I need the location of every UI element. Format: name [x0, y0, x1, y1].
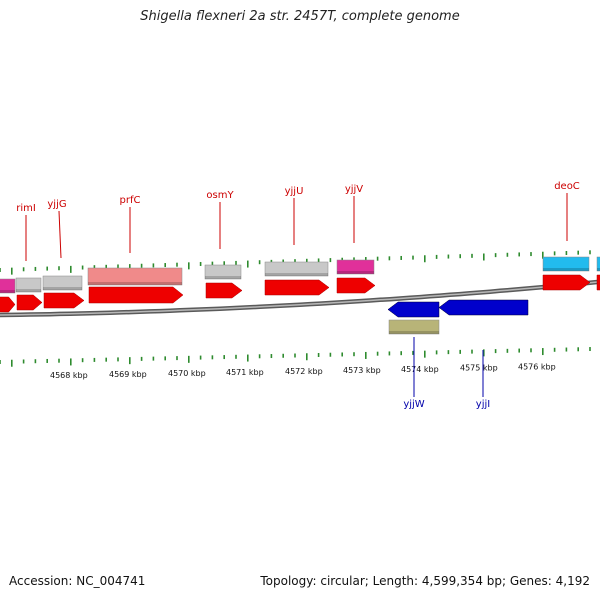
gene-label-yjjW: yjjW: [403, 399, 424, 410]
feature-box-shade: [205, 276, 241, 279]
feature-box: [336, 259, 375, 275]
feature-box-shade: [0, 290, 15, 293]
gene-label-rimI: rimI: [16, 203, 36, 214]
feature-box-shade: [88, 282, 182, 285]
feature-box-shade: [543, 268, 589, 271]
feature-box-shade: [16, 289, 41, 292]
feature-box: [204, 264, 242, 280]
axis-label: 4576 kbp: [518, 363, 556, 372]
forward-cds-arrow: [0, 296, 16, 313]
genome-title: Shigella flexneri 2a str. 2457T, complet…: [140, 9, 460, 24]
feature-box: [87, 267, 183, 286]
gene-label-yjjV: yjjV: [345, 184, 363, 195]
feature-box-shade: [597, 268, 600, 271]
feature-box-shade: [337, 271, 374, 274]
forward-cds-arrow: [596, 274, 600, 291]
gene-label-prfC: prfC: [120, 195, 141, 206]
axis-label: 4570 kbp: [168, 369, 206, 378]
gene-label-osmY: osmY: [206, 190, 234, 201]
reverse-cds-arrow: [387, 301, 440, 318]
axis-label: 4575 kbp: [460, 364, 498, 373]
axis-label: 4573 kbp: [343, 366, 381, 375]
feature-box-shade: [265, 273, 328, 276]
gene-label-yjjI: yjjI: [476, 399, 490, 410]
feature-box: [264, 261, 329, 277]
forward-cds-arrow: [43, 292, 85, 309]
forward-cds-arrow: [205, 282, 243, 299]
forward-cds-arrow: [336, 277, 376, 294]
reverse-cds-arrow: [438, 299, 529, 316]
gene-leader-line: [58, 210, 62, 259]
feature-box-shade: [43, 287, 82, 290]
gene-label-yjjG: yjjG: [47, 199, 66, 210]
feature-box: [388, 319, 440, 335]
feature-box: [15, 277, 42, 293]
axis-label: 4574 kbp: [401, 365, 439, 374]
feature-box: [596, 256, 600, 272]
forward-cds-arrow: [542, 274, 591, 291]
axis-label: 4569 kbp: [109, 370, 147, 379]
feature-box: [42, 275, 83, 291]
axis-label: 4571 kbp: [226, 368, 264, 377]
gene-label-deoC: deoC: [554, 181, 580, 192]
feature-box: [0, 278, 16, 294]
forward-cds-arrow: [264, 279, 330, 296]
forward-cds-arrow: [88, 286, 184, 304]
feature-box-shade: [389, 331, 439, 334]
feature-box: [542, 256, 590, 272]
accession-text: Accession: NC_004741: [9, 574, 146, 588]
genome-backbone-highlight: [0, 281, 600, 316]
forward-cds-arrow: [16, 294, 43, 311]
genome-summary-text: Topology: circular; Length: 4,599,354 bp…: [260, 574, 590, 588]
axis-label: 4568 kbp: [50, 371, 88, 380]
gene-label-yjjU: yjjU: [285, 186, 304, 197]
axis-label: 4572 kbp: [285, 367, 323, 376]
